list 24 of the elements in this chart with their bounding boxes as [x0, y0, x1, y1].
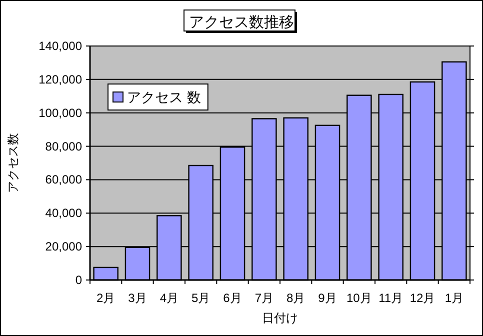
legend-label: アクセス 数: [127, 89, 201, 105]
y-tick-label: 80,000: [45, 139, 82, 154]
y-tick-label: 140,000: [38, 39, 82, 53]
x-tick-label: 10月: [346, 291, 372, 305]
y-tick-label: 40,000: [45, 206, 82, 220]
y-tick-label: 20,000: [45, 240, 82, 254]
y-axis-title: アクセス数: [6, 133, 20, 193]
y-tick-label: 60,000: [45, 172, 82, 187]
x-tick-label: 5月: [191, 291, 210, 305]
y-tick-label: 0: [75, 273, 82, 287]
x-tick-label: 6月: [223, 291, 242, 305]
x-tick-label: 2月: [96, 291, 116, 305]
chart-title: アクセス数推移: [189, 14, 294, 31]
x-tick-label: 8月: [286, 291, 306, 305]
x-tick-label: 12月: [410, 291, 436, 305]
x-tick-label: 4月: [160, 291, 179, 305]
x-tick-label: 3月: [128, 291, 147, 305]
y-tick-label: 100,000: [38, 106, 82, 120]
x-tick-label: 7月: [254, 291, 274, 305]
x-tick-label: 1月: [444, 291, 464, 305]
y-tick-label: 120,000: [38, 72, 82, 86]
x-tick-label: 9月: [318, 291, 337, 305]
x-tick-label: 11月: [378, 291, 404, 305]
x-axis-title: 日付け: [262, 311, 298, 325]
